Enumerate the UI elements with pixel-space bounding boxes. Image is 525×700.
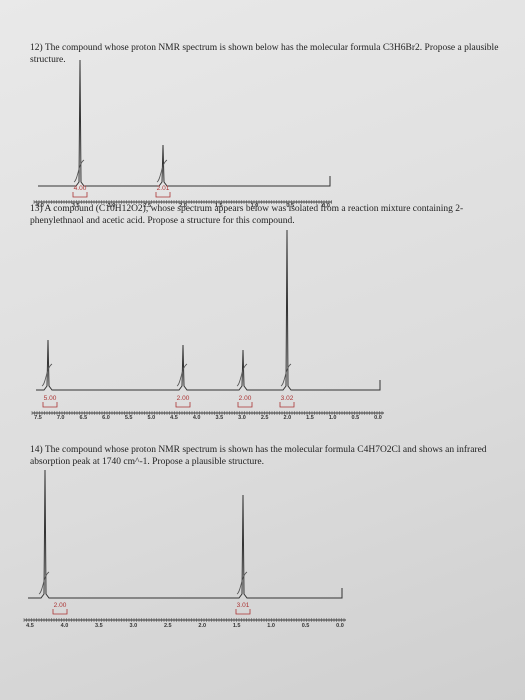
- axis-label: 0.0: [322, 203, 330, 209]
- axis-label: 6.5: [80, 415, 88, 421]
- question-text: 14) The compound whose proton NMR spectr…: [30, 445, 487, 467]
- axis-label: 5.0: [148, 415, 156, 421]
- axis-label: 1.0: [251, 203, 259, 209]
- axis-label: 4.5: [170, 415, 178, 421]
- axis-label: 3.5: [216, 415, 224, 421]
- integration-value: 3.02: [281, 395, 294, 402]
- integration-curve: [41, 363, 53, 387]
- spectrum-trace: [28, 469, 343, 599]
- integration-bracket: [72, 192, 88, 198]
- axis-label: 2.5: [164, 623, 172, 629]
- axis-label: 2.0: [179, 203, 187, 209]
- integration-curve: [236, 363, 248, 387]
- axis-label: 5.5: [125, 415, 133, 421]
- axis-label: 2.5: [261, 415, 269, 421]
- integration-value: 5.00: [44, 395, 57, 402]
- axis-label: 3.0: [238, 415, 246, 421]
- axis-label: 1.5: [233, 623, 241, 629]
- integration-bracket: [175, 402, 191, 408]
- integration-value: 3.01: [237, 602, 250, 609]
- axis-label: 7.5: [34, 415, 42, 421]
- axis-label: 1.0: [329, 415, 337, 421]
- integration-curve: [156, 159, 168, 183]
- integration-value: 2.00: [239, 395, 252, 402]
- axis-label: 0.5: [286, 203, 294, 209]
- axis-label: 1.0: [267, 623, 275, 629]
- axis-label: 4.5: [26, 623, 34, 629]
- axis-label: 0.0: [374, 415, 382, 421]
- spectrum-trace: [38, 59, 331, 187]
- axis-label: 2.5: [143, 203, 151, 209]
- axis-label: 0.5: [302, 623, 310, 629]
- axis-label: 0.0: [336, 623, 344, 629]
- axis-label: 4.0: [193, 415, 201, 421]
- axis-label: 4.0: [61, 623, 69, 629]
- axis-label: 3.0: [108, 203, 116, 209]
- question-text: 13) A compound (C10H12O2), whose spectru…: [30, 204, 464, 226]
- axis-label: 4.0: [36, 203, 44, 209]
- integration-bracket: [52, 609, 68, 615]
- integration-curve: [38, 571, 50, 595]
- integration-bracket: [155, 192, 171, 198]
- axis-label: 3.5: [72, 203, 80, 209]
- axis-label: 2.0: [284, 415, 292, 421]
- integration-bracket: [237, 402, 253, 408]
- integration-curve: [280, 363, 292, 387]
- integration-value: 2.00: [177, 395, 190, 402]
- axis-label: 1.5: [215, 203, 223, 209]
- axis-label: 1.5: [306, 415, 314, 421]
- spectrum-trace: [36, 229, 381, 391]
- integration-bracket: [42, 402, 58, 408]
- integration-value: 2.01: [157, 185, 170, 192]
- integration-bracket: [279, 402, 295, 408]
- axis-label: 6.0: [102, 415, 110, 421]
- integration-curve: [176, 363, 188, 387]
- axis-label: 3.0: [130, 623, 138, 629]
- axis-label: 7.0: [57, 415, 65, 421]
- integration-value: 4.00: [74, 185, 87, 192]
- question-text: 12) The compound whose proton NMR spectr…: [30, 43, 499, 65]
- integration-curve: [236, 571, 248, 595]
- axis-label: 2.0: [198, 623, 206, 629]
- integration-curve: [73, 159, 85, 183]
- axis-label: 3.5: [95, 623, 103, 629]
- axis-label: 0.5: [352, 415, 360, 421]
- integration-bracket: [235, 609, 251, 615]
- integration-value: 2.00: [54, 602, 67, 609]
